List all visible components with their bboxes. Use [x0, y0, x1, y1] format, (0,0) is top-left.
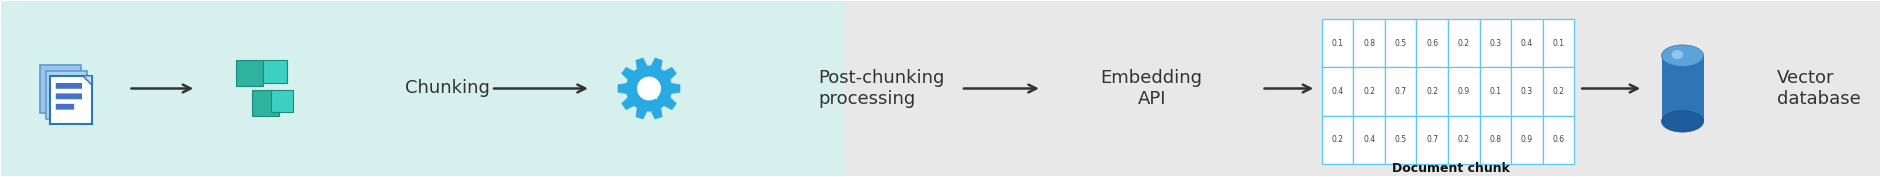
FancyBboxPatch shape — [1385, 116, 1417, 164]
FancyBboxPatch shape — [1543, 19, 1575, 67]
Text: 0.7: 0.7 — [1394, 87, 1407, 96]
FancyBboxPatch shape — [271, 90, 292, 112]
FancyBboxPatch shape — [0, 0, 690, 177]
FancyBboxPatch shape — [1543, 116, 1575, 164]
Text: 0.5: 0.5 — [1394, 39, 1407, 48]
Text: 0.4: 0.4 — [1332, 87, 1343, 96]
FancyBboxPatch shape — [40, 65, 81, 113]
FancyBboxPatch shape — [1417, 116, 1449, 164]
FancyBboxPatch shape — [252, 90, 279, 116]
Text: 0.6: 0.6 — [1552, 135, 1564, 144]
FancyBboxPatch shape — [1511, 116, 1543, 164]
FancyBboxPatch shape — [1417, 19, 1449, 67]
FancyBboxPatch shape — [1449, 67, 1479, 116]
Polygon shape — [83, 76, 92, 85]
Circle shape — [637, 77, 661, 100]
Text: 0.2: 0.2 — [1458, 135, 1470, 144]
FancyBboxPatch shape — [1323, 67, 1353, 116]
FancyBboxPatch shape — [1543, 67, 1575, 116]
Text: Post-chunking
processing: Post-chunking processing — [818, 69, 944, 108]
FancyBboxPatch shape — [1662, 56, 1703, 121]
FancyBboxPatch shape — [1353, 19, 1385, 67]
Text: 0.5: 0.5 — [1394, 135, 1407, 144]
Text: 0.2: 0.2 — [1364, 87, 1375, 96]
FancyBboxPatch shape — [1385, 67, 1417, 116]
FancyBboxPatch shape — [1445, 0, 1884, 177]
Text: 0.2: 0.2 — [1426, 87, 1437, 96]
Text: 0.4: 0.4 — [1520, 39, 1534, 48]
Ellipse shape — [1671, 50, 1682, 59]
FancyBboxPatch shape — [1511, 67, 1543, 116]
Text: 0.2: 0.2 — [1552, 87, 1564, 96]
Text: 0.2: 0.2 — [1458, 39, 1470, 48]
Text: Chunking: Chunking — [405, 79, 490, 98]
Text: 0.9: 0.9 — [1520, 135, 1534, 144]
Text: Embedding
API: Embedding API — [1100, 69, 1202, 108]
Text: 0.8: 0.8 — [1490, 135, 1502, 144]
Text: 0.3: 0.3 — [1490, 39, 1502, 48]
Text: 0.1: 0.1 — [1490, 87, 1502, 96]
FancyBboxPatch shape — [1479, 67, 1511, 116]
FancyBboxPatch shape — [236, 59, 262, 86]
Text: Document chunk: Document chunk — [1392, 162, 1511, 175]
Text: 0.7: 0.7 — [1426, 135, 1437, 144]
Ellipse shape — [1662, 111, 1703, 132]
FancyBboxPatch shape — [1353, 67, 1385, 116]
FancyBboxPatch shape — [1479, 116, 1511, 164]
FancyBboxPatch shape — [394, 0, 1159, 177]
FancyBboxPatch shape — [1417, 67, 1449, 116]
Text: 0.1: 0.1 — [1552, 39, 1564, 48]
FancyBboxPatch shape — [1479, 19, 1511, 67]
FancyBboxPatch shape — [1323, 116, 1353, 164]
Text: 0.6: 0.6 — [1426, 39, 1437, 48]
FancyBboxPatch shape — [1353, 116, 1385, 164]
FancyBboxPatch shape — [1511, 19, 1543, 67]
FancyBboxPatch shape — [1449, 116, 1479, 164]
FancyBboxPatch shape — [262, 59, 286, 83]
FancyBboxPatch shape — [45, 71, 87, 119]
FancyBboxPatch shape — [51, 76, 92, 124]
Text: 0.8: 0.8 — [1364, 39, 1375, 48]
Text: 0.4: 0.4 — [1362, 135, 1375, 144]
Text: Vector
database: Vector database — [1777, 69, 1860, 108]
Text: 0.3: 0.3 — [1520, 87, 1534, 96]
FancyBboxPatch shape — [1323, 19, 1353, 67]
FancyBboxPatch shape — [57, 93, 83, 99]
Polygon shape — [618, 58, 680, 119]
FancyBboxPatch shape — [1385, 19, 1417, 67]
FancyBboxPatch shape — [844, 0, 1460, 177]
Ellipse shape — [1662, 45, 1703, 66]
Text: 0.1: 0.1 — [1332, 39, 1343, 48]
Text: 0.9: 0.9 — [1458, 87, 1470, 96]
FancyBboxPatch shape — [1449, 19, 1479, 67]
FancyBboxPatch shape — [57, 104, 73, 110]
FancyBboxPatch shape — [57, 83, 83, 89]
Text: 0.2: 0.2 — [1332, 135, 1343, 144]
